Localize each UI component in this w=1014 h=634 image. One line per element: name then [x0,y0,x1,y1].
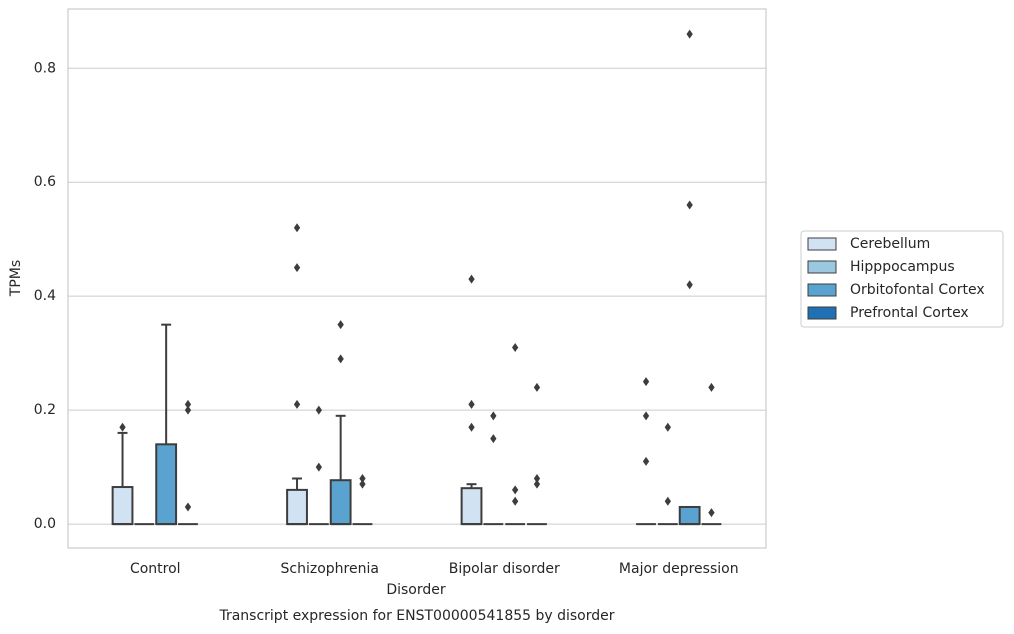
outlier [687,280,693,289]
box [680,507,700,524]
outlier [468,400,474,409]
y-tick-label: 0.6 [34,174,56,190]
outlier [294,263,300,272]
outlier [294,223,300,232]
chart-title: Transcript expression for ENST0000054185… [218,608,614,624]
outlier [643,377,649,386]
legend-swatch [808,238,836,250]
box [156,444,176,524]
outlier [665,423,671,432]
outlier [490,411,496,420]
outlier [687,30,693,39]
outlier [534,474,540,483]
outlier [316,463,322,472]
box [331,480,351,524]
outlier [534,383,540,392]
outlier [338,354,344,363]
outlier [294,400,300,409]
outlier [643,457,649,466]
outlier [665,497,671,506]
outlier [687,201,693,210]
x-tick-label: Major depression [619,561,739,577]
y-tick-label: 0.2 [34,402,56,418]
outlier [512,497,518,506]
outlier [119,423,125,432]
y-tick-label: 0.0 [34,516,56,532]
x-tick-label: Bipolar disorder [449,561,560,577]
x-axis-label: Disorder [386,582,446,598]
outlier [468,423,474,432]
x-tick-label: Schizophrenia [281,561,379,577]
chart: Disorder Transcript expression for ENST0… [0,0,1014,634]
outlier [468,275,474,284]
outlier [316,406,322,415]
box [287,490,307,524]
outlier [512,343,518,352]
y-tick-label: 0.8 [34,60,56,76]
box [462,488,482,524]
legend-label: Hipppocampus [850,259,955,275]
legend-swatch [808,284,836,296]
legend-swatch [808,261,836,273]
outlier [708,508,714,517]
outlier [512,485,518,494]
legend-label: Prefrontal Cortex [850,305,969,321]
legend-label: Cerebellum [850,236,930,252]
legend-swatch [808,307,836,319]
outlier [185,400,191,409]
outlier [708,383,714,392]
outlier [490,434,496,443]
outlier [359,474,365,483]
outlier [643,411,649,420]
y-tick-label: 0.4 [34,288,56,304]
outlier [338,320,344,329]
box [113,487,133,524]
legend-label: Orbitofontal Cortex [850,282,985,298]
x-tick-label: Control [130,561,181,577]
outlier [185,502,191,511]
y-axis-label: TPMs [8,260,24,297]
